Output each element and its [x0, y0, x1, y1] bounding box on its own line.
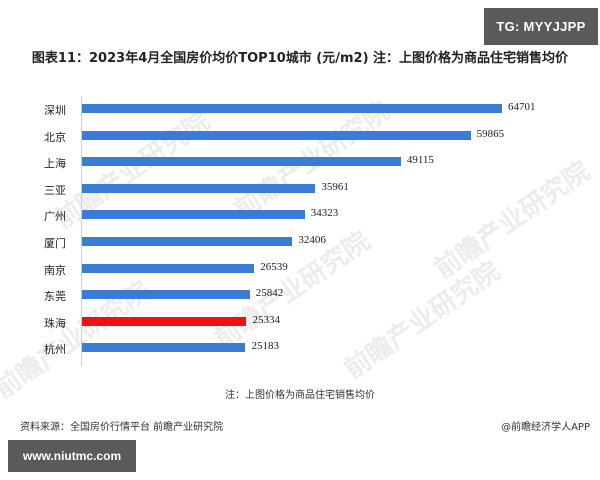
category-label: 北京	[44, 130, 66, 144]
value-label: 49115	[406, 154, 434, 167]
value-label: 32406	[298, 234, 326, 246]
bar-row: 杭州 25183	[0, 338, 600, 358]
y-axis-line	[81, 96, 82, 366]
value-label: 26539	[260, 260, 288, 273]
value-label: 59865	[476, 127, 505, 140]
bar-row: 深圳 64701	[0, 99, 600, 119]
category-label: 广州	[44, 210, 66, 224]
bar	[82, 104, 502, 113]
value-label: 25842	[255, 287, 284, 300]
bar	[82, 210, 305, 220]
site-badge: www.niutmc.com	[8, 440, 136, 472]
bar	[82, 130, 471, 140]
bar	[82, 157, 401, 167]
bar	[82, 343, 246, 353]
value-label: 64701	[508, 101, 536, 113]
bar-row: 三亚 35961	[0, 179, 600, 199]
category-label: 东莞	[44, 290, 66, 304]
bar-row: 北京 59865	[0, 126, 600, 146]
category-label: 上海	[44, 157, 66, 171]
bar	[82, 263, 255, 273]
category-label: 厦门	[44, 237, 66, 250]
bar-row: 东莞 25842	[0, 285, 600, 305]
value-label: 25334	[252, 313, 280, 326]
category-label: 深圳	[44, 104, 66, 117]
bar-row: 珠海 25334	[0, 312, 600, 332]
bar	[82, 316, 247, 326]
bar	[82, 183, 316, 193]
bar	[82, 290, 250, 300]
value-label: 25183	[251, 340, 279, 353]
bar-row: 厦门 32406	[0, 232, 600, 252]
category-label: 珠海	[44, 316, 66, 330]
chart-title: 图表11：2023年4月全国房价均价TOP10城市 (元/m2) 注：上图价格为…	[31, 51, 569, 66]
value-label: 34323	[310, 207, 339, 220]
bar-row: 上海 49115	[0, 152, 600, 172]
value-label: 35961	[321, 180, 349, 193]
category-label: 三亚	[44, 183, 66, 197]
category-label: 南京	[44, 263, 66, 277]
bar-row: 南京 26539	[0, 259, 600, 279]
data-source: 资料来源：全国房价行情平台 前瞻产业研究院	[20, 422, 224, 433]
chart-note: 注：上图价格为商品住宅销售均价	[225, 390, 375, 401]
bar	[82, 237, 293, 246]
tg-badge: TG: MYYJJPP	[484, 8, 598, 45]
category-label: 杭州	[44, 343, 66, 357]
bar-row: 广州 34323	[0, 205, 600, 225]
credit-text: @前瞻经济学人APP	[501, 422, 590, 433]
